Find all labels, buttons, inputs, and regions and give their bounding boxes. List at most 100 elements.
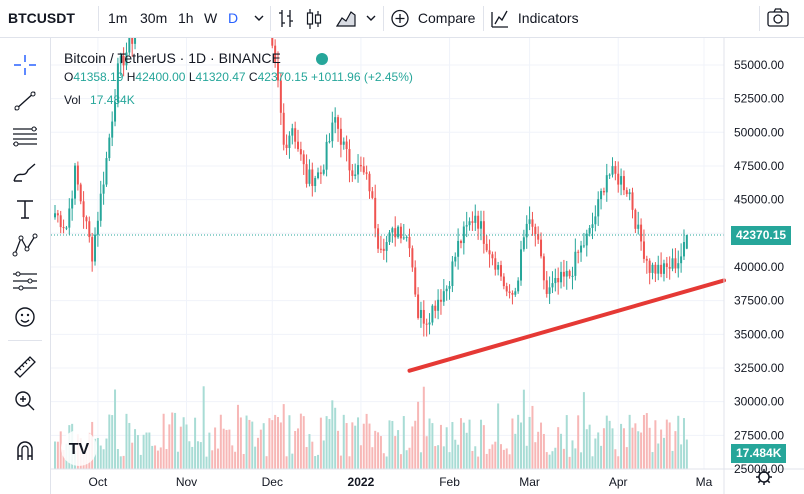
candle-body <box>600 190 603 200</box>
candle-body <box>662 263 665 274</box>
candle-body <box>588 227 591 234</box>
price-chart[interactable]: 55000.00 52500.00 50000.00 47500.00 45000.00… <box>51 38 804 494</box>
measure-tool[interactable] <box>10 352 40 378</box>
volume-bar <box>597 432 600 469</box>
volume-bar <box>348 456 351 469</box>
volume-bar <box>262 423 265 469</box>
candle-body <box>660 264 663 274</box>
candle-body <box>388 232 391 243</box>
candle-body <box>105 158 108 185</box>
plus-circle-icon <box>391 9 409 28</box>
zoom-in-tool[interactable] <box>10 388 40 414</box>
candle-body <box>625 190 628 195</box>
volume-bar <box>588 424 591 469</box>
price-axis[interactable]: 55000.00 52500.00 50000.00 47500.00 45000.00… <box>734 58 784 476</box>
bar-style-button[interactable] <box>277 0 295 37</box>
indicators-button[interactable]: Indicators <box>490 0 590 37</box>
volume-bar <box>448 452 451 469</box>
trendline-tool[interactable] <box>10 88 40 114</box>
volume-bar <box>520 422 523 469</box>
candle-body <box>334 117 337 123</box>
candle-body <box>597 199 600 217</box>
price-tick-label: 30000.00 <box>734 395 784 409</box>
volume-bar <box>425 436 428 469</box>
volume-bar <box>557 427 560 469</box>
volume-bar <box>228 429 231 469</box>
candle-body <box>276 62 280 81</box>
volume-bar <box>145 432 148 469</box>
volume-bar <box>445 427 448 469</box>
brush-tool[interactable] <box>10 160 40 186</box>
volume-bar <box>176 451 179 469</box>
volume-bar <box>136 435 139 469</box>
candle-body <box>554 278 557 284</box>
volume-bar <box>108 414 111 469</box>
candle-body <box>128 38 131 53</box>
candle-body <box>405 236 408 238</box>
magnet-tool[interactable] <box>10 438 40 464</box>
interval-d-button[interactable]: D <box>228 10 239 26</box>
volume-bar <box>625 447 628 469</box>
volume-bar <box>548 454 551 469</box>
candle-body <box>491 254 494 259</box>
price-tick-label: 45000.00 <box>734 193 784 207</box>
chart-type-dropdown[interactable] <box>364 0 378 37</box>
interval-dropdown[interactable] <box>252 0 266 37</box>
price-tick-label: 35000.00 <box>734 327 784 341</box>
volume-bar <box>651 452 654 469</box>
volume-bar <box>477 456 480 469</box>
volume-bar <box>657 443 660 469</box>
svg-text:TV: TV <box>69 441 90 458</box>
candle-body <box>339 128 342 145</box>
candle-body <box>131 38 134 44</box>
text-tool[interactable] <box>10 196 40 222</box>
volume-bar <box>382 453 385 469</box>
candles-style-button[interactable] <box>305 0 323 37</box>
fib-retracement-tool[interactable] <box>10 124 40 150</box>
symbol-search[interactable]: BTCUSDT <box>8 10 75 26</box>
compare-button[interactable]: Compare <box>390 0 480 37</box>
chevron-down-icon <box>366 15 376 21</box>
candle-body <box>302 154 305 165</box>
candle-body <box>359 165 362 167</box>
candles-icon <box>306 9 322 29</box>
price-tick-label: 25000.00 <box>734 462 784 476</box>
crosshair-tool[interactable] <box>10 52 40 78</box>
time-tick-label: 2022 <box>348 475 375 489</box>
volume-bar <box>256 437 259 469</box>
candle-body <box>322 169 325 174</box>
area-chart-icon <box>335 11 356 27</box>
trendline[interactable] <box>407 278 726 373</box>
candle-body <box>419 309 422 318</box>
screenshot-button[interactable] <box>766 0 790 37</box>
volume-bar <box>171 412 174 469</box>
interval-30m-button[interactable]: 30m <box>140 10 168 26</box>
candle-body <box>134 38 137 44</box>
volume-bar <box>517 414 520 469</box>
candle-body <box>448 286 451 289</box>
price-tick-label: 47500.00 <box>734 159 784 173</box>
volume-bar <box>411 426 414 469</box>
volume-legend: Vol 17.484K <box>64 93 135 107</box>
interval-1m-button[interactable]: 1m <box>108 10 128 26</box>
chart-settings-button[interactable] <box>756 469 772 485</box>
volume-bar <box>102 449 105 469</box>
area-style-button[interactable] <box>335 0 357 37</box>
volume-bar <box>122 455 125 469</box>
volume-bar <box>291 453 294 469</box>
interval-w-button[interactable]: W <box>204 10 218 26</box>
candle-body <box>325 141 328 170</box>
pattern-tool[interactable] <box>10 232 40 258</box>
volume-bar <box>174 412 177 469</box>
candle-body <box>677 263 680 269</box>
prediction-tool[interactable] <box>10 268 40 294</box>
emoji-tool[interactable] <box>10 304 40 330</box>
volume-bar <box>665 419 668 469</box>
interval-1h-button[interactable]: 1h <box>178 10 194 26</box>
volume-bar <box>542 433 545 469</box>
time-axis[interactable]: Oct Nov Dec 2022 Feb Mar Apr Ma <box>89 475 713 489</box>
volume-bar <box>622 428 625 469</box>
brush-icon <box>13 163 36 182</box>
volume-bar <box>608 420 611 469</box>
volume-bar <box>162 413 165 469</box>
